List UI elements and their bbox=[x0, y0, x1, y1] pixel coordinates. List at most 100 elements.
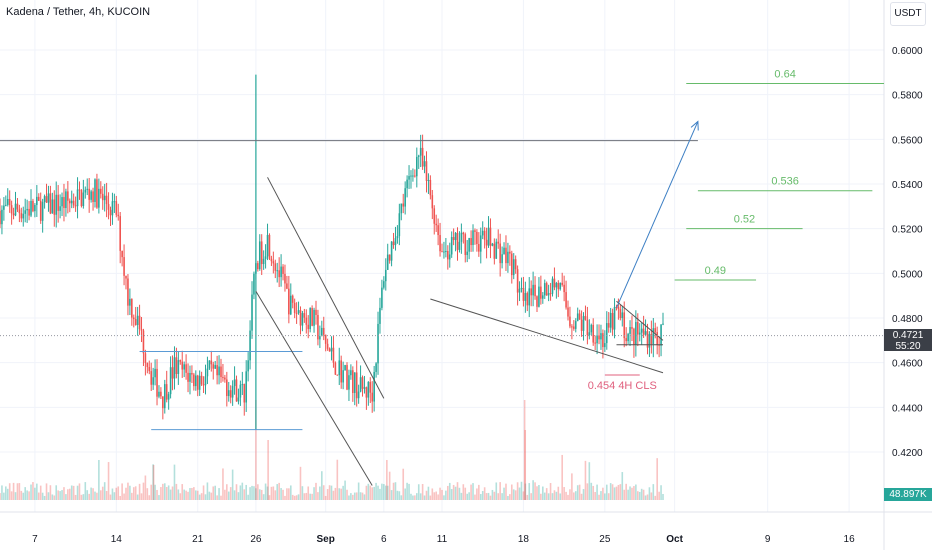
volume-bar bbox=[165, 487, 168, 500]
volume-bar bbox=[107, 462, 110, 500]
candle-body bbox=[497, 241, 500, 244]
volume-bar bbox=[148, 495, 151, 500]
candle-body bbox=[635, 322, 637, 345]
volume-bar bbox=[613, 487, 616, 500]
candle-body bbox=[179, 360, 182, 362]
volume-bar bbox=[375, 482, 377, 500]
candle-body bbox=[3, 205, 5, 210]
volume-bar bbox=[109, 494, 112, 500]
candle-body bbox=[291, 295, 294, 303]
volume-bar bbox=[123, 493, 125, 500]
volume-bar bbox=[251, 485, 253, 500]
volume-bar bbox=[72, 485, 75, 500]
candle-body bbox=[578, 313, 581, 320]
candle-body bbox=[621, 312, 624, 319]
candle-body bbox=[210, 360, 213, 365]
currency-button[interactable]: USDT bbox=[890, 2, 926, 26]
volume-bar bbox=[530, 493, 532, 500]
candle-body bbox=[377, 323, 379, 364]
candle-body bbox=[454, 232, 457, 241]
candle-body bbox=[78, 189, 81, 191]
candle-body bbox=[654, 328, 657, 333]
volume-bar bbox=[274, 490, 277, 500]
candle-body bbox=[334, 362, 337, 375]
volume-bar bbox=[272, 486, 275, 500]
volume-bar bbox=[600, 491, 602, 500]
candle-body bbox=[303, 313, 306, 318]
candle-body bbox=[262, 258, 265, 265]
volume-bar bbox=[51, 494, 54, 500]
volume-bar bbox=[8, 483, 11, 500]
time-tick-label: 11 bbox=[437, 534, 448, 545]
volume-bar bbox=[196, 490, 199, 500]
candle-body bbox=[456, 232, 459, 250]
volume-bar bbox=[111, 488, 114, 500]
volume-bar bbox=[255, 488, 257, 500]
volume-bar bbox=[119, 495, 121, 500]
volume-bar bbox=[34, 487, 36, 500]
candle-body bbox=[123, 257, 125, 276]
volume-bar bbox=[200, 493, 203, 500]
volume-bar bbox=[194, 490, 197, 500]
volume-bar bbox=[241, 482, 244, 500]
volume-bar bbox=[557, 486, 560, 500]
volume-bar bbox=[534, 482, 536, 500]
candle-body bbox=[371, 392, 374, 402]
candle-body bbox=[16, 203, 19, 210]
candle-body bbox=[183, 364, 185, 370]
candle-body bbox=[270, 258, 273, 262]
candle-body bbox=[526, 293, 529, 306]
volume-bar bbox=[67, 489, 69, 500]
candle-body bbox=[243, 384, 246, 403]
candle-body bbox=[458, 241, 461, 250]
candle-body bbox=[557, 282, 560, 290]
volume-bar bbox=[140, 493, 143, 500]
volume-bar bbox=[233, 490, 236, 500]
candle-body bbox=[625, 338, 627, 342]
volume-bar bbox=[615, 486, 618, 500]
candle-body bbox=[629, 327, 631, 334]
candle-body bbox=[26, 208, 28, 211]
candle-body bbox=[305, 317, 308, 325]
volume-bar bbox=[74, 494, 77, 500]
candle-body bbox=[388, 254, 391, 261]
volume-bar bbox=[367, 483, 370, 500]
volume-bar bbox=[208, 491, 211, 500]
volume-bar bbox=[594, 491, 596, 500]
candle-body bbox=[103, 195, 106, 201]
candle-body bbox=[251, 294, 253, 331]
volume-bar bbox=[173, 464, 176, 500]
volume-bar bbox=[398, 491, 401, 500]
volume-bar bbox=[660, 485, 662, 500]
trend-line bbox=[267, 177, 385, 399]
candle-body bbox=[660, 324, 662, 346]
candle-body bbox=[88, 188, 90, 200]
volume-bar bbox=[384, 485, 387, 500]
candle-body bbox=[204, 376, 207, 386]
volume-bar bbox=[559, 493, 562, 500]
candle-body bbox=[241, 384, 244, 386]
candle-body bbox=[6, 198, 9, 205]
candle-body bbox=[181, 361, 184, 370]
volume-bar bbox=[146, 488, 149, 500]
candle-body bbox=[342, 370, 344, 383]
candle-body bbox=[627, 333, 629, 342]
volume-bar bbox=[258, 489, 261, 500]
candle-body bbox=[592, 324, 595, 343]
volume-bar bbox=[355, 492, 358, 500]
candle-body bbox=[379, 307, 381, 324]
volume-bar bbox=[567, 494, 569, 500]
candle-body bbox=[563, 284, 565, 293]
candle-body bbox=[253, 273, 255, 295]
volume-bar bbox=[189, 488, 191, 500]
candle-body bbox=[576, 313, 579, 322]
candle-body bbox=[212, 364, 215, 369]
volume-bar bbox=[344, 480, 346, 500]
candle-body bbox=[636, 322, 639, 335]
candle-body bbox=[146, 362, 149, 368]
volume-bar bbox=[86, 490, 89, 500]
time-tick-label: 25 bbox=[599, 534, 611, 545]
volume-bar bbox=[481, 491, 484, 500]
candle-body bbox=[288, 288, 290, 315]
